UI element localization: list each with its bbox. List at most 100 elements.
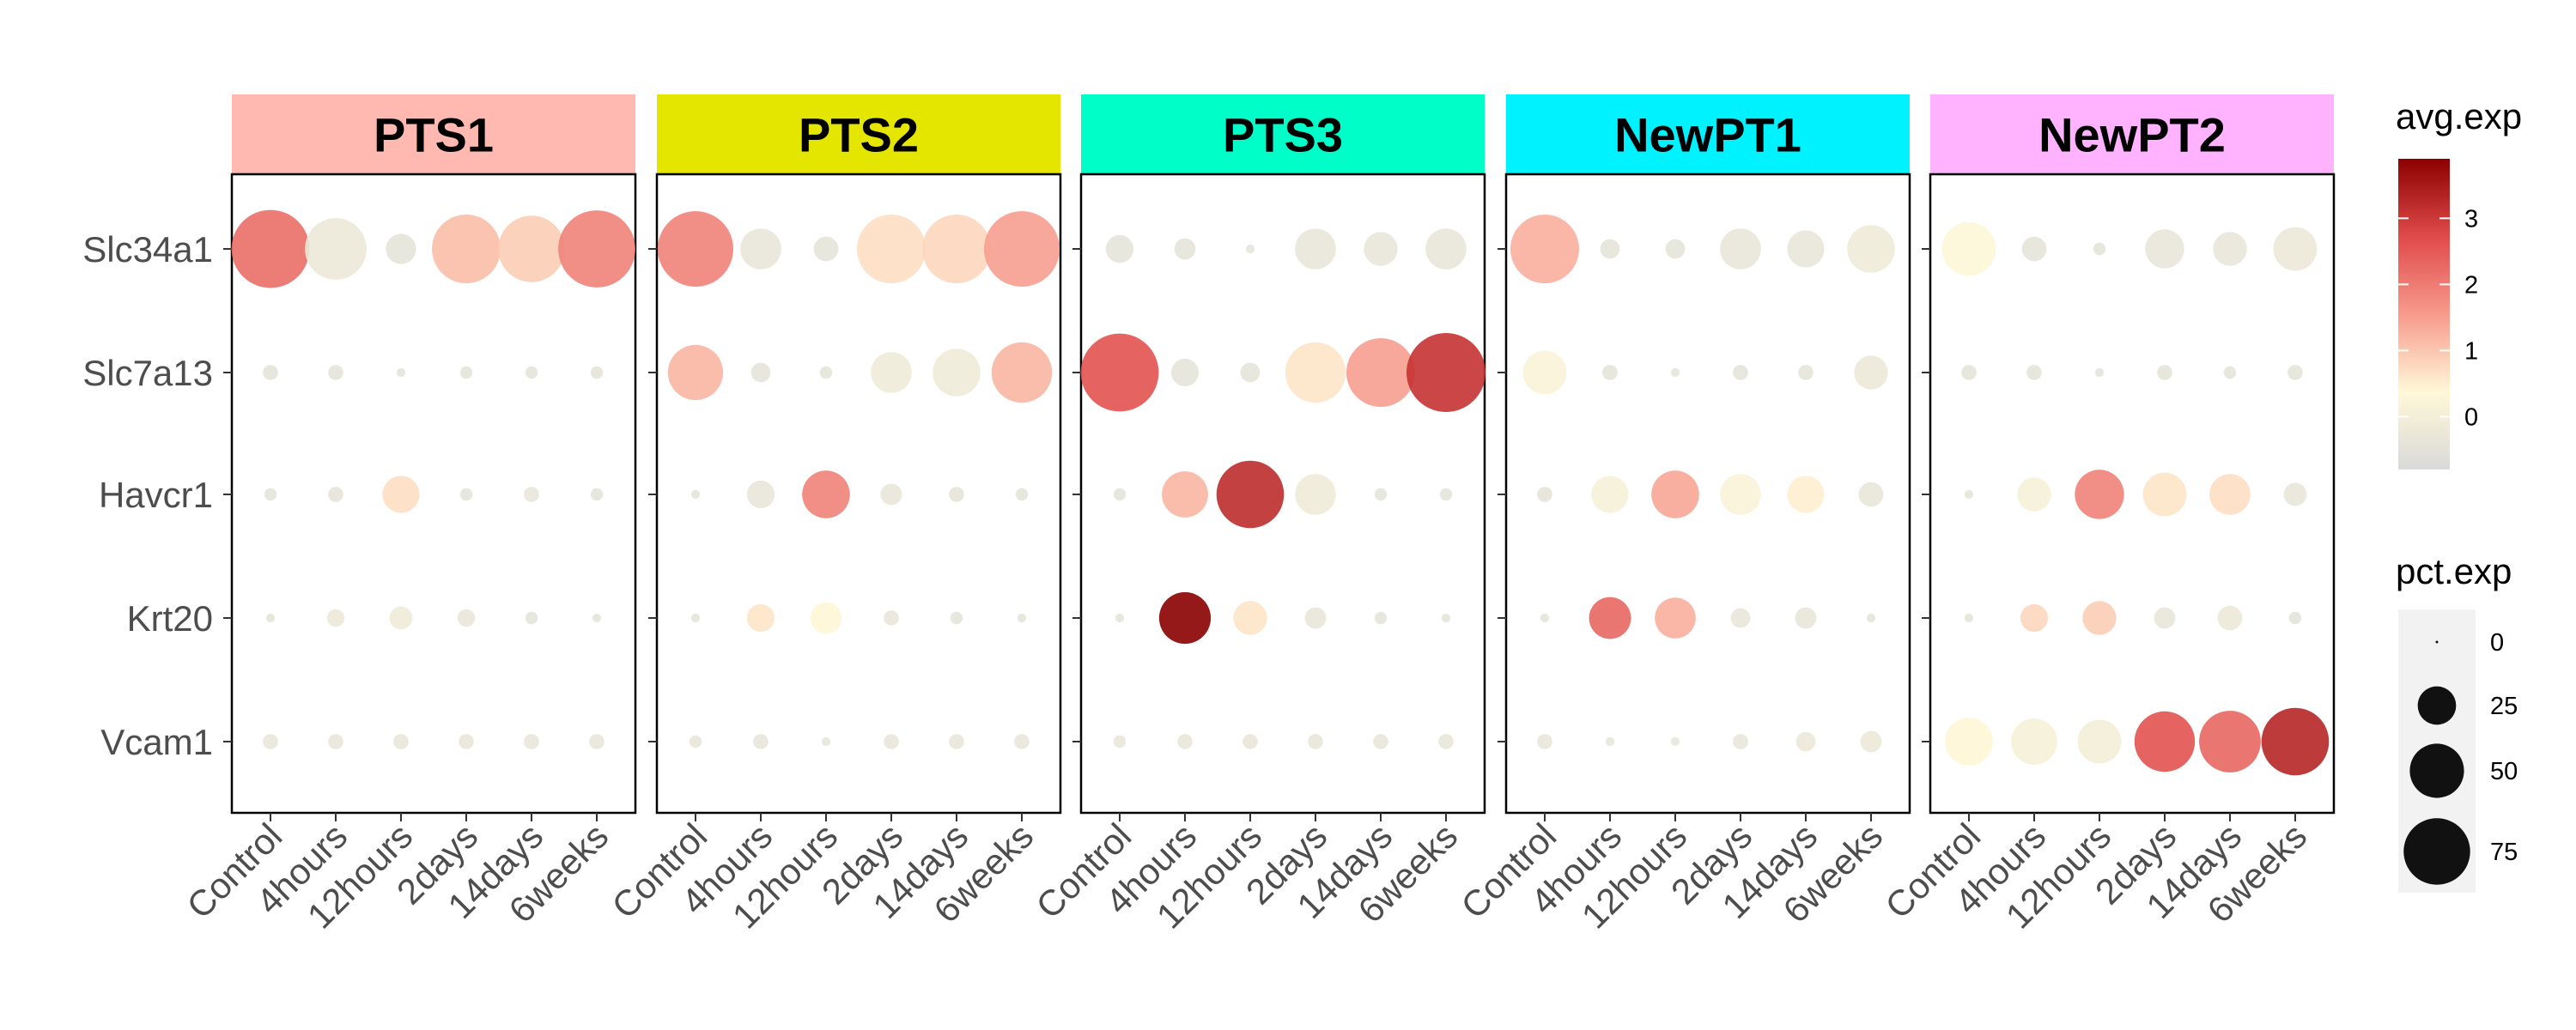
dot-pts1-havcr1-4hours xyxy=(328,487,343,502)
dot-pts1-havcr1-14days xyxy=(524,487,539,502)
avg-exp-legend: avg.exp 0 1 2 3 xyxy=(2396,96,2522,470)
pct-legend-dot xyxy=(2417,686,2457,725)
dot-pts2-slc7a13-6weeks xyxy=(991,342,1053,403)
dot-newpt1-krt20-12hours xyxy=(1655,597,1696,639)
dot-newpt2-vcam1-4hours xyxy=(2011,718,2057,765)
y-tick-label: Slc34a1 xyxy=(82,229,213,270)
facet-panel-pts2: PTS2Control4hours12hours2days14days6week… xyxy=(604,94,1062,936)
dot-newpt1-slc34a1-control xyxy=(1510,215,1579,283)
dot-newpt2-slc7a13-control xyxy=(1961,365,1977,380)
dot-pts1-vcam1-6weeks xyxy=(589,734,605,749)
dot-newpt2-havcr1-14days xyxy=(2209,474,2251,515)
dot-newpt2-slc34a1-2days xyxy=(2145,229,2184,269)
dot-newpt1-vcam1-control xyxy=(1537,734,1552,749)
colorbar-tick-label: 3 xyxy=(2464,205,2478,233)
dot-pts3-havcr1-control xyxy=(1113,488,1127,501)
dot-pts1-slc7a13-12hours xyxy=(396,367,406,378)
dot-newpt2-vcam1-14days xyxy=(2199,711,2261,772)
dot-pts1-vcam1-control xyxy=(263,734,278,749)
dot-newpt2-havcr1-12hours xyxy=(2075,470,2124,519)
dot-pts2-vcam1-control xyxy=(689,735,702,748)
dot-pts3-havcr1-6weeks xyxy=(1439,488,1453,501)
dot-newpt1-vcam1-4hours xyxy=(1605,736,1615,747)
dot-pts1-vcam1-12hours xyxy=(393,734,409,749)
dot-pts3-slc34a1-12hours xyxy=(1245,244,1255,254)
dot-pts3-havcr1-12hours xyxy=(1216,460,1285,529)
dot-pts2-vcam1-2days xyxy=(884,734,899,749)
pct-legend-label: 25 xyxy=(2490,693,2518,720)
dot-newpt1-vcam1-2days xyxy=(1733,734,1748,749)
dot-newpt1-slc34a1-14days xyxy=(1787,230,1825,268)
facet-panel-newpt1: NewPT1Control4hours12hours2days14days6we… xyxy=(1453,94,1911,936)
dot-pts1-slc34a1-4hours xyxy=(305,218,367,280)
dot-pts2-slc34a1-control xyxy=(658,211,733,287)
dot-pts3-havcr1-4hours xyxy=(1162,471,1208,518)
dot-newpt1-slc34a1-6weeks xyxy=(1847,225,1895,273)
dot-newpt2-krt20-6weeks xyxy=(2288,611,2302,625)
dot-newpt2-krt20-12hours xyxy=(2082,601,2117,635)
colorbar-tick-label: 2 xyxy=(2464,271,2478,299)
dot-pts3-slc7a13-12hours xyxy=(1240,362,1261,383)
dot-pts2-slc34a1-2days xyxy=(857,215,926,283)
dot-pts1-slc7a13-4hours xyxy=(328,365,343,380)
dot-newpt1-krt20-6weeks xyxy=(1866,613,1876,623)
dot-pts2-vcam1-12hours xyxy=(821,736,831,747)
facet-label: PTS2 xyxy=(799,108,919,162)
dot-newpt2-slc7a13-6weeks xyxy=(2287,365,2303,380)
dot-newpt1-vcam1-14days xyxy=(1795,731,1816,752)
dot-newpt1-slc34a1-12hours xyxy=(1665,239,1686,259)
pct-exp-legend-title: pct.exp xyxy=(2396,551,2512,591)
dot-newpt2-krt20-control xyxy=(1964,613,1974,623)
dot-pts3-krt20-14days xyxy=(1374,611,1388,625)
dot-pts3-krt20-6weeks xyxy=(1441,613,1451,623)
dot-newpt1-krt20-4hours xyxy=(1589,597,1631,639)
facet-label: PTS1 xyxy=(374,108,494,162)
dot-newpt2-slc34a1-4hours xyxy=(2021,236,2047,262)
dot-pts1-slc7a13-2days xyxy=(459,366,473,379)
dot-pts2-krt20-14days xyxy=(950,611,963,625)
dot-newpt1-havcr1-12hours xyxy=(1651,470,1699,518)
dot-newpt1-slc7a13-12hours xyxy=(1670,367,1680,378)
dot-newpt1-krt20-2days xyxy=(1730,608,1751,628)
dot-pts3-krt20-12hours xyxy=(1233,601,1267,635)
pct-legend-label: 0 xyxy=(2490,629,2504,657)
dot-pts3-slc34a1-6weeks xyxy=(1425,228,1467,270)
dot-pts3-havcr1-14days xyxy=(1374,488,1388,501)
dot-pts1-slc34a1-6weeks xyxy=(558,210,635,288)
dot-pts1-krt20-4hours xyxy=(326,609,345,627)
dot-pts1-krt20-2days xyxy=(457,609,476,627)
dot-pts3-krt20-4hours xyxy=(1158,591,1212,645)
dot-newpt1-havcr1-14days xyxy=(1787,476,1825,513)
dot-newpt1-slc34a1-2days xyxy=(1720,228,1761,270)
dot-pts2-slc34a1-4hours xyxy=(740,228,781,270)
dot-pts3-krt20-2days xyxy=(1304,607,1327,629)
dot-pts2-havcr1-control xyxy=(690,489,701,500)
facet-panel-pts1: PTS1Control4hours12hours2days14days6week… xyxy=(179,94,637,936)
dot-newpt2-slc34a1-6weeks xyxy=(2273,227,2318,271)
facet-panel-newpt2: NewPT2Control4hours12hours2days14days6we… xyxy=(1877,94,2336,936)
dot-newpt2-havcr1-control xyxy=(1964,489,1974,500)
dot-newpt1-krt20-14days xyxy=(1795,607,1817,629)
dot-pts2-slc34a1-14days xyxy=(922,215,991,283)
dot-pts2-slc7a13-14days xyxy=(933,348,981,397)
dot-newpt1-slc7a13-4hours xyxy=(1602,365,1618,380)
dot-pts3-slc34a1-2days xyxy=(1295,228,1336,270)
y-tick-label: Vcam1 xyxy=(100,722,213,762)
dot-pts1-havcr1-6weeks xyxy=(590,488,604,501)
dot-newpt2-krt20-4hours xyxy=(2020,603,2049,633)
dot-pts1-slc34a1-control xyxy=(231,209,310,288)
facet-label: PTS3 xyxy=(1223,108,1343,162)
plot-area: PTS1Control4hours12hours2days14days6week… xyxy=(179,94,2336,936)
dot-newpt2-slc7a13-4hours xyxy=(2026,365,2042,380)
facet-panel-pts3: PTS3Control4hours12hours2days14days6week… xyxy=(1028,94,1486,936)
dot-pts3-vcam1-4hours xyxy=(1177,734,1193,749)
dot-pts1-vcam1-14days xyxy=(524,734,539,749)
dot-pts2-slc34a1-6weeks xyxy=(984,211,1060,287)
dot-pts2-slc7a13-control xyxy=(667,344,724,401)
dot-newpt1-slc7a13-2days xyxy=(1733,365,1748,380)
dot-newpt2-slc34a1-14days xyxy=(2213,232,2247,266)
dot-pts2-havcr1-4hours xyxy=(746,480,775,509)
dot-pts2-slc7a13-12hours xyxy=(819,366,833,379)
dot-pts1-krt20-14days xyxy=(525,611,538,625)
dot-newpt2-slc7a13-14days xyxy=(2223,366,2237,379)
